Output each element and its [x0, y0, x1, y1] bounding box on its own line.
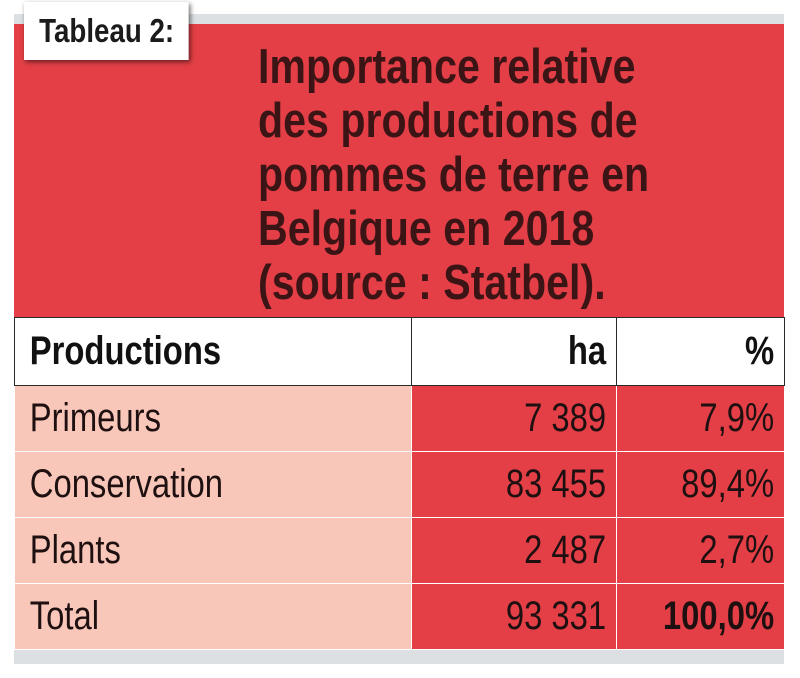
percent-value: 2,7%: [699, 528, 775, 572]
title-line: (source : Statbel).: [258, 256, 606, 310]
production-cell: Conservation: [14, 451, 412, 518]
production-table: Productions ha % Primeurs 7 389 7,9% Con…: [14, 317, 785, 650]
title-line: Importance relative: [258, 40, 636, 94]
title-line: pommes de terre en: [258, 148, 650, 202]
production-cell: Total: [14, 583, 412, 650]
production-name: Conservation: [29, 462, 224, 506]
percent-value: 100,0%: [662, 594, 775, 638]
ha-cell: 93 331: [411, 583, 617, 650]
header-cell-ha: ha: [411, 317, 617, 386]
percent-cell: 100,0%: [616, 583, 785, 650]
percent-cell: 89,4%: [616, 451, 785, 518]
header-cell-productions: Productions: [14, 317, 412, 386]
ha-value: 7 389: [524, 396, 607, 440]
percent-cell: 7,9%: [616, 385, 785, 452]
table-row: Primeurs 7 389 7,9%: [14, 385, 785, 452]
ha-cell: 7 389: [411, 385, 617, 452]
header-cell-percent: %: [616, 317, 785, 386]
title-banner: [14, 24, 784, 317]
table-header-row: Productions ha %: [14, 317, 785, 386]
table-row: Conservation 83 455 89,4%: [14, 451, 785, 518]
ha-value: 2 487: [524, 528, 607, 572]
ha-cell: 2 487: [411, 517, 617, 584]
percent-value: 89,4%: [681, 462, 775, 506]
production-cell: Plants: [14, 517, 412, 584]
ha-value: 93 331: [505, 594, 607, 638]
percent-cell: 2,7%: [616, 517, 785, 584]
production-name: Plants: [29, 528, 121, 572]
title-line: des productions de: [258, 94, 638, 148]
table-row: Plants 2 487 2,7%: [14, 517, 785, 584]
header-label: %: [744, 329, 775, 373]
table-label-tag: Tableau 2:: [24, 2, 189, 60]
production-name: Total: [29, 594, 100, 638]
percent-value: 7,9%: [699, 396, 775, 440]
table-row-total: Total 93 331 100,0%: [14, 583, 785, 650]
ha-value: 83 455: [505, 462, 607, 506]
ha-cell: 83 455: [411, 451, 617, 518]
header-label: Productions: [29, 329, 222, 373]
production-name: Primeurs: [29, 396, 161, 440]
header-label: ha: [567, 329, 607, 373]
table-title: Importance relative des productions de p…: [258, 40, 762, 310]
production-cell: Primeurs: [14, 385, 412, 452]
title-line: Belgique en 2018: [258, 202, 595, 256]
